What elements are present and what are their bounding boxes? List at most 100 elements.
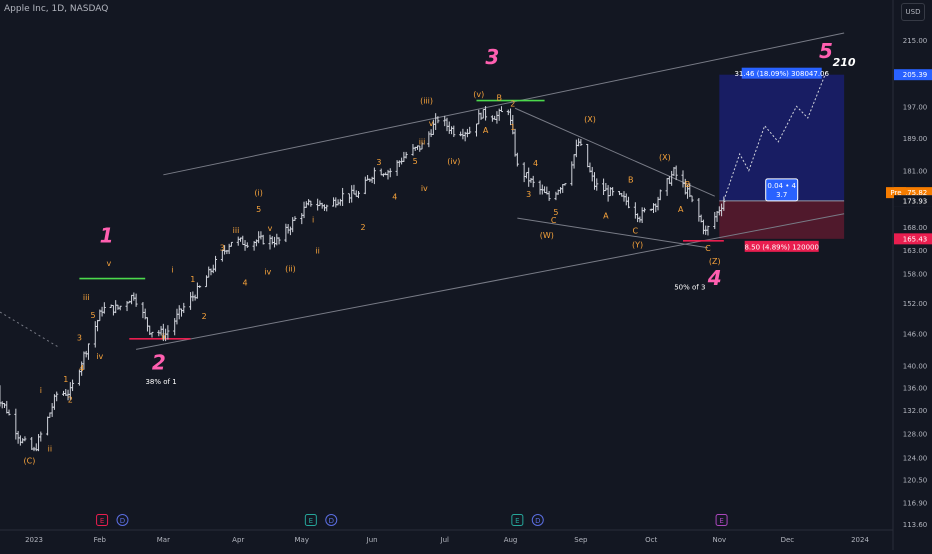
ohlc-bar [309,200,313,207]
ohlc-bar [23,436,27,442]
time-tick-label: Feb [94,536,107,544]
ohlc-bar [579,138,583,146]
marker-letter: E [309,517,313,525]
minor-wave-label: 5 [413,157,418,166]
price-tick-label: 189.00 [903,135,928,143]
minor-wave-label: 5 [256,205,261,214]
minor-wave-label: 1 [510,123,515,132]
dotted-trend-line [0,311,61,349]
trend-line [517,217,709,249]
minor-wave-label: v [107,259,112,268]
ohlc-bar [611,187,615,196]
earnings-marker: E [511,514,524,526]
minor-wave-label: (i) [254,188,262,197]
minor-wave-label: i [171,265,173,274]
marker-shape [715,514,728,526]
axis-price-label-text: 175.82 [903,189,928,197]
ohlc-bar [229,241,233,247]
minor-wave-label: 4 [79,364,84,373]
minor-wave-label: iv [264,268,271,277]
time-tick-label: 2024 [851,536,869,544]
minor-wave-label: i [40,386,42,395]
minor-wave-label: iii [233,226,240,235]
marker-letter: E [719,517,723,525]
minor-wave-label: (C) [24,457,36,466]
time-tick-label: Mar [157,536,170,544]
minor-wave-label: 5 [90,311,95,320]
ohlc-bar [118,305,122,311]
target-note-label: 210 [833,56,856,69]
earnings-marker: E [96,514,109,526]
axis-price-label-bg [894,233,932,245]
time-tick-label: Sep [574,536,588,544]
minor-wave-label: C [705,244,711,253]
ohlc-bar [515,152,519,167]
time-tick-label: Jun [366,536,378,544]
ohlc-bar [102,302,106,314]
target-info-text: 31.46 (18.09%) 308047.06 [734,70,829,78]
pre-market-tag-text: Pre [890,189,901,197]
minor-wave-label: 3 [376,158,381,167]
marker-shape [96,514,109,526]
risk-ratio-label: 0.04 • 43.7 [765,178,799,202]
minor-wave-label: (X) [659,153,671,162]
ohlc-bar [452,125,456,138]
marker-shape [531,514,544,526]
ohlc-bar [325,204,329,212]
minor-wave-label: 5 [553,208,558,217]
minor-wave-label: 4 [242,278,247,287]
marker-shape [325,514,338,526]
price-tick-label: 158.00 [903,271,928,279]
price-tick-label: 197.00 [903,103,928,111]
risk-ratio-line2: 3.7 [776,191,787,199]
axis-price-label-bg [894,187,932,199]
minor-wave-label: ii [315,246,319,255]
stop-zone [719,200,845,239]
ohlc-bar [658,189,662,201]
pre-market-tag-bg [886,187,906,199]
major-wave-label: 1 [100,224,114,248]
ohlc-bar [563,183,567,186]
ohlc-bar [71,379,75,392]
axis-price-label-bg [894,195,932,207]
ohlc-bar [547,191,551,201]
currency-button[interactable]: USD [901,3,925,21]
marker-letter: E [100,517,104,525]
axis-price-label: 175.82 [894,187,932,199]
minor-wave-label: (X) [584,115,596,124]
price-tick-label: 116.90 [903,499,928,507]
fib-note-label: 38% of 1 [145,378,176,386]
ohlc-bar [420,141,424,150]
minor-wave-label: 4 [392,193,397,202]
major-wave-label: 2 [152,350,166,374]
price-tick-label: 120.50 [903,476,928,484]
trend-line [163,32,845,176]
dividend-marker: D [116,514,129,526]
ohlc-bar [372,167,376,185]
stop-info-bg [744,240,819,252]
minor-wave-label: C [633,226,639,235]
minor-wave-label: v [268,224,273,233]
ohlc-bar [595,178,599,191]
price-tick-label: 128.00 [903,430,928,438]
minor-wave-label: (Z) [709,257,721,266]
price-tick-label: 215.00 [903,37,928,45]
ohlc-bar [134,293,138,307]
projection-path [723,72,827,201]
fib-note-label: 50% of 3 [674,284,705,292]
minor-wave-label: (iv) [447,157,460,166]
price-tick-label: 136.00 [903,384,928,392]
ohlc-bar [436,116,440,124]
trend-line [136,213,845,350]
minor-wave-label: 4 [533,159,538,168]
minor-wave-label: 3 [77,333,82,342]
ohlc-bar [706,225,710,236]
marker-letter: D [120,517,125,525]
ohlc-bar [357,191,360,199]
ohlc-bar [245,242,249,248]
price-tick-label: 124.00 [903,455,928,463]
minor-wave-label: iii [83,293,90,302]
minor-wave-label: iii [419,138,426,147]
